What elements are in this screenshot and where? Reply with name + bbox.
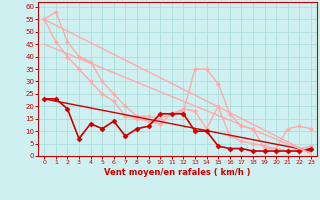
X-axis label: Vent moyen/en rafales ( km/h ): Vent moyen/en rafales ( km/h ) <box>104 168 251 177</box>
